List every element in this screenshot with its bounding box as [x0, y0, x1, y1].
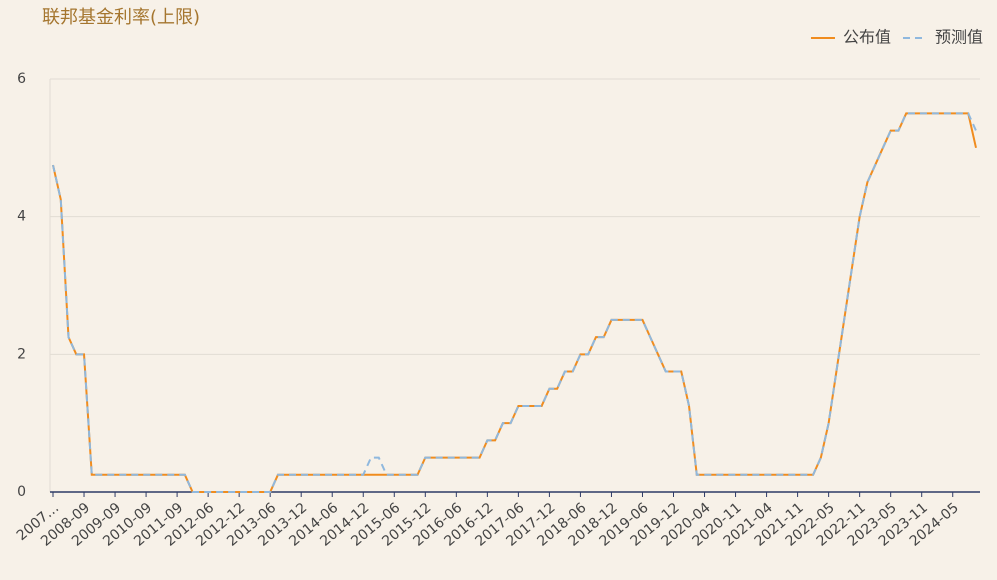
legend-label: 预测值 — [935, 28, 983, 47]
chart-title: 联邦基金利率(上限) — [42, 7, 200, 28]
legend-label: 公布值 — [843, 28, 891, 47]
y-tick-label: 0 — [17, 484, 26, 500]
series-line — [52, 112, 977, 493]
y-tick-label: 2 — [17, 346, 26, 362]
y-tick-label: 6 — [17, 71, 26, 87]
y-tick-label: 4 — [17, 209, 26, 225]
